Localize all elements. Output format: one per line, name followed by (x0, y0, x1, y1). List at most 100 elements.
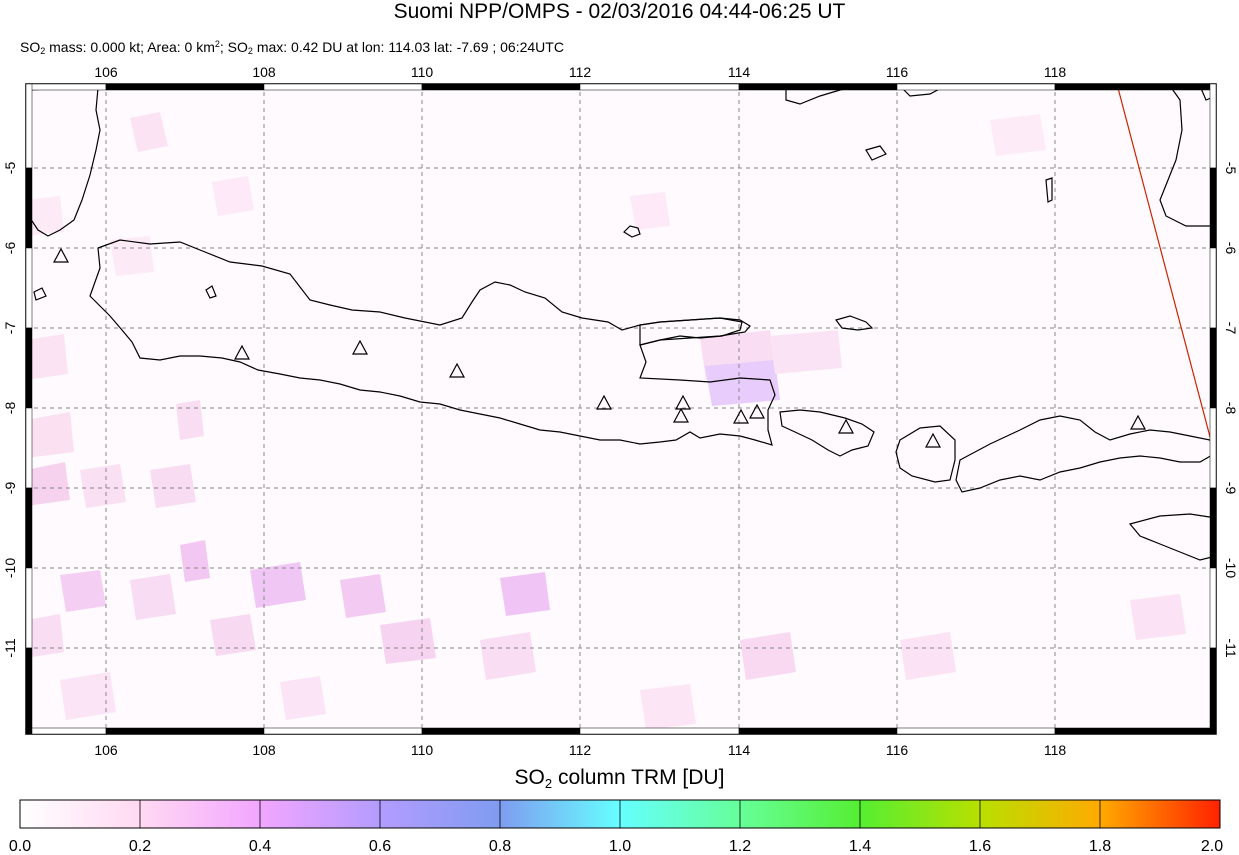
lon-tick-label: 106 (94, 742, 118, 758)
frame-bar-segment (1209, 83, 1217, 169)
frame-bar-segment (1209, 327, 1217, 409)
so2-pixel (280, 676, 326, 720)
java-coastline (89, 239, 776, 446)
volcano-triangle (448, 362, 466, 378)
colorbar-labels: 0.0 0.2 0.4 0.6 0.8 1.0 1.2 1.4 1.6 1.8 … (9, 838, 1223, 855)
colorbar-label: 0.2 (129, 838, 151, 855)
lon-tick-label: 106 (94, 64, 118, 80)
lon-tick-label: 114 (728, 64, 751, 80)
islet (834, 315, 874, 331)
mass-sub: 2 (40, 46, 46, 56)
volcano-triangle (748, 403, 766, 419)
lat-tick-label: -9 (1223, 482, 1239, 495)
orbit-edge-line (1117, 87, 1215, 453)
frame-bar-segment (1054, 83, 1217, 91)
frame-bar-segment (738, 727, 898, 735)
cbar-title-sub: 2 (544, 776, 553, 791)
volcano-triangle (674, 394, 692, 410)
frame-bar-segment (1209, 567, 1217, 649)
volcano-triangle (595, 394, 613, 410)
so2-pixel (250, 562, 306, 608)
lat-tick-label: -8 (2, 402, 18, 415)
mass-text: mass: 0.000 kt; Area: 0 km (45, 39, 215, 55)
frame-bar-segment (1209, 167, 1217, 249)
frame-bar-segment (421, 727, 581, 735)
so2-pixel (26, 334, 68, 380)
frame-bar-segment (25, 567, 33, 649)
colorbar-label: 1.0 (609, 838, 631, 855)
max-text: max: 0.42 DU at lon: 114.03 lat: -7.69 ;… (252, 39, 564, 55)
area-sup: 2 (214, 39, 220, 49)
frame-bar-segment (896, 727, 1056, 735)
volcano-triangle (732, 408, 750, 424)
frame-bar-segment (579, 727, 740, 735)
volcano-triangle (52, 247, 70, 263)
frame-bar-segment (25, 487, 33, 569)
so2-pixel (176, 400, 204, 440)
lon-tick-label: 108 (252, 742, 276, 758)
volcano-triangle (1129, 414, 1147, 430)
colorbar-label: 2.0 (1201, 838, 1223, 855)
lat-tick-label: -11 (2, 638, 18, 657)
lon-tick-label: 112 (569, 64, 592, 80)
map-title: Suomi NPP/OMPS - 02/03/2016 04:44-06:25 … (393, 0, 846, 23)
lat-tick-label: -5 (1223, 162, 1239, 175)
lat-tick-label: -6 (2, 242, 18, 255)
so2-pixel (26, 412, 74, 458)
lon-tick-label: 116 (886, 64, 909, 80)
volcano-markers (52, 247, 1147, 448)
lon-tick-label: 110 (411, 64, 434, 80)
graticule (26, 84, 1216, 734)
cbar-title-suffix: column TRM [DU] (552, 766, 725, 789)
sumbawa-coastline (955, 415, 1215, 493)
frame-bar-segment (579, 83, 740, 91)
so2-pixel (990, 114, 1046, 156)
so2-pixel (630, 192, 670, 230)
so2-pixel (770, 330, 842, 374)
sumba-coastline (1128, 513, 1216, 561)
sumatra-coastline (26, 87, 101, 237)
volcano-triangle (233, 344, 251, 360)
so2-pixel (26, 462, 70, 506)
map-frame (25, 83, 1217, 735)
frame-bar-segment (105, 727, 265, 735)
so2-pixel (60, 570, 106, 612)
cbar-title-prefix: SO (514, 766, 545, 789)
frame-bar-segment (421, 83, 581, 91)
frame-bar-segment (1054, 727, 1217, 735)
colorbar-label: 1.6 (969, 838, 991, 855)
lat-tick-label: -11 (1223, 638, 1239, 657)
madura-coastline (639, 317, 751, 346)
so2-pixel-layer (26, 112, 1186, 730)
frame-bar-segment (896, 83, 1056, 91)
lon-tick-label: 116 (886, 742, 909, 758)
islet (865, 145, 887, 161)
so2-pixel (640, 684, 696, 730)
colorbar-title: SO2 column TRM [DU] (0, 766, 1239, 796)
so2-pixel (1130, 594, 1186, 640)
lon-tick-label: 114 (728, 742, 751, 758)
colorbar-label: 1.4 (849, 838, 871, 855)
colorbar-label: 0.8 (489, 838, 511, 855)
so2-pixel (212, 176, 254, 216)
lon-tick-label: 118 (1044, 64, 1067, 80)
so2-pixel (60, 672, 116, 720)
lon-tick-label: 118 (1044, 742, 1067, 758)
so2-pixel (480, 632, 536, 680)
so2-pixel (500, 572, 550, 616)
so2-pixel (80, 464, 126, 508)
so2-pixel (110, 236, 154, 276)
lon-tick-labels-top: 106 108 110 112 114 116 118 (94, 64, 1066, 80)
map-background (26, 84, 1216, 734)
colorbar-label: 1.2 (729, 838, 751, 855)
bali-coastline (779, 409, 875, 457)
lat-tick-labels-right: -5 -6 -7 -8 -9 -10 -11 (1223, 162, 1239, 658)
so2-pixel (380, 618, 436, 664)
so2-pixel (150, 464, 196, 508)
colorbar-label: 0.6 (369, 838, 391, 855)
colorbar-label: 0.0 (9, 838, 31, 855)
so2-pixel (130, 112, 168, 152)
lat-tick-label: -7 (2, 322, 18, 335)
so2-pixel (705, 360, 780, 406)
